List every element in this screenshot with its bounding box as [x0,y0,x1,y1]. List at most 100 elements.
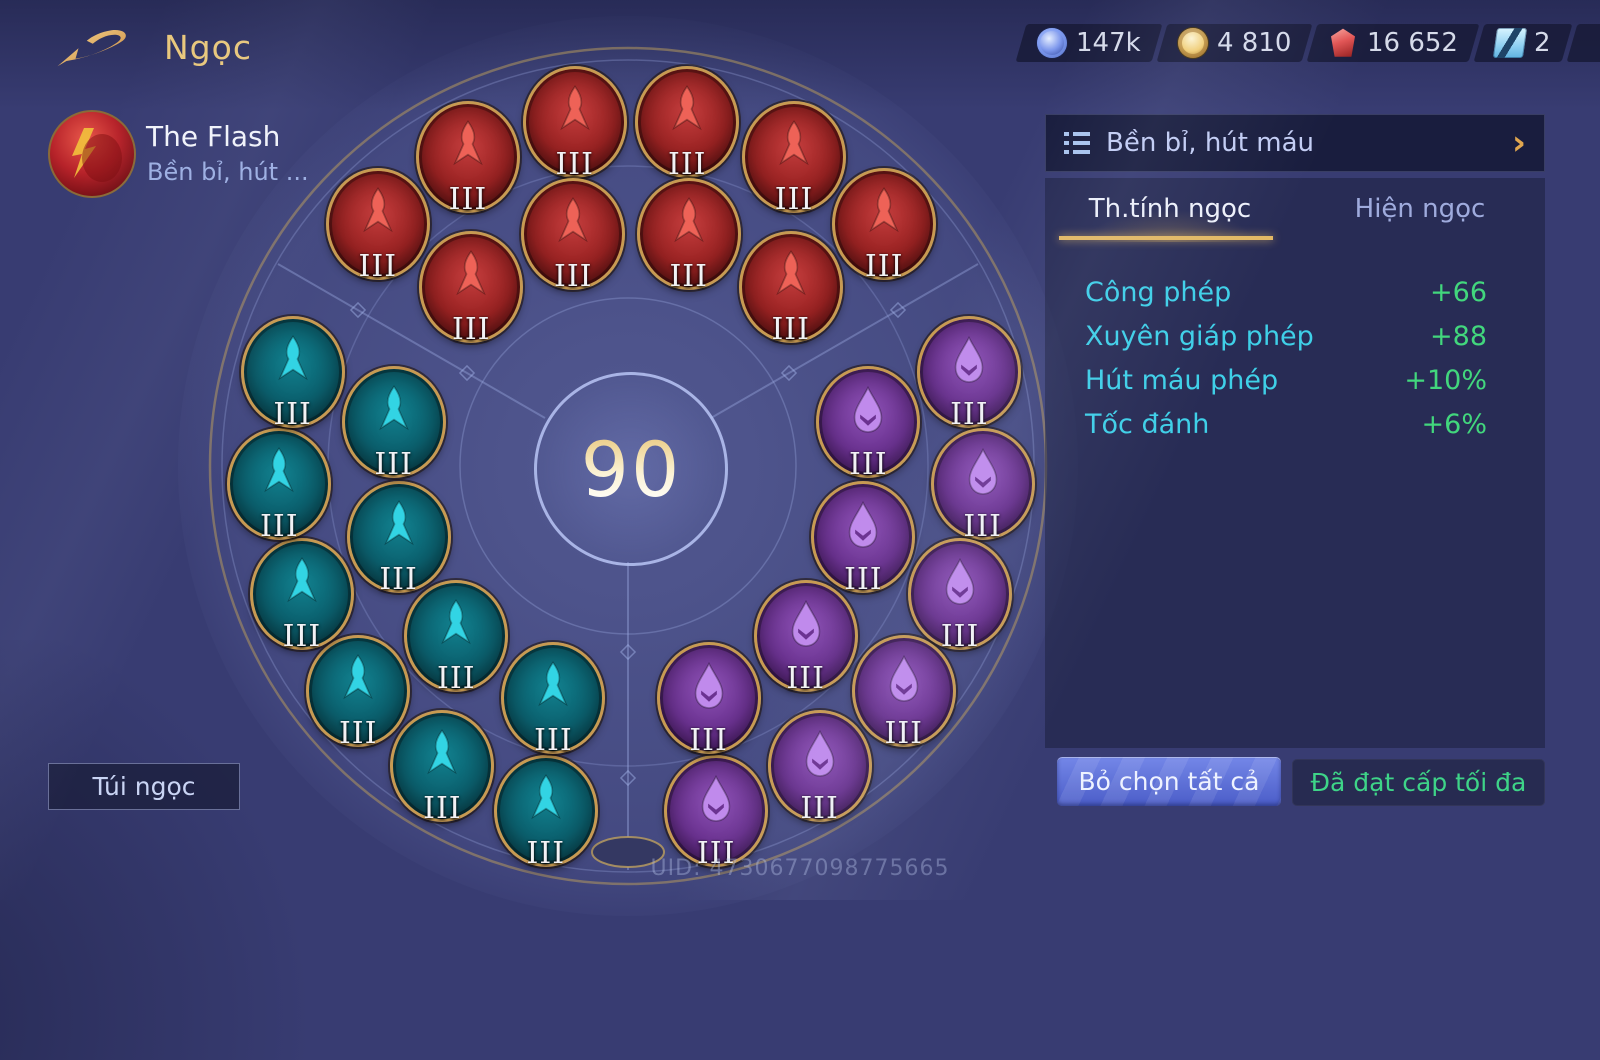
gem-red[interactable]: III [521,177,626,294]
rune-panel: Th.tính ngọc Hiện ngọc Công phép +66 Xuyên… [1045,178,1545,748]
drop-icon [849,500,878,548]
gem-red[interactable]: III [419,231,524,347]
deselect-all-button[interactable]: Bỏ chọn tất cả [1057,757,1281,806]
arrow-icon [559,84,590,130]
gem-teal[interactable]: III [404,580,509,696]
gold-coin-icon [1177,28,1208,58]
blue-orb-icon [1037,28,1067,58]
gem-teal[interactable]: III [341,365,446,482]
rune-page-name: Bền bỉ, hút máu [1106,128,1314,158]
arrow-icon [538,661,569,707]
drop-icon [791,600,820,648]
gem-teal[interactable]: III [227,427,332,544]
rune-page-selector[interactable]: Bền bỉ, hút máu › [1045,114,1545,172]
gem-red[interactable]: III [635,65,740,182]
gem-purple[interactable]: III [908,537,1013,654]
gem-level: III [771,312,810,348]
gem-purple[interactable]: III [811,480,916,597]
gem-red[interactable]: III [325,168,430,284]
player-name: The Flash [146,120,281,153]
gem-level: III [451,312,491,348]
gem-level: III [963,508,1002,544]
red-gem-icon [1328,28,1358,58]
arrow-icon [362,187,393,233]
gem-level: III [774,182,814,218]
gem-level: III [553,258,593,294]
gem-red[interactable]: III [636,177,741,294]
page-title: Ngọc [164,28,252,67]
gem-red[interactable]: III [742,101,847,217]
rune-bag-button[interactable]: Túi ngọc [48,763,240,810]
drop-icon [701,774,731,822]
currency-blue-orb[interactable]: 147k [1015,24,1163,62]
gem-teal[interactable]: III [249,537,354,654]
uid-text: UID: 4730677098775665 [650,856,950,881]
player-build-name: Bền bỉ, hút ... [147,158,309,186]
arrow-icon [383,499,414,545]
gem-teal[interactable]: III [493,754,598,871]
tab-rune-stats[interactable]: Th.tính ngọc [1045,178,1295,242]
gem-layer: III III III III III III III III III III [227,65,1035,871]
gem-level: III [534,723,573,759]
arrow-icon [441,599,472,645]
stat-value: +88 [1430,320,1487,352]
chevron-right-icon: › [1511,123,1526,163]
currency-value: 16 652 [1367,28,1459,58]
gem-purple[interactable]: III [930,427,1035,544]
gem-purple[interactable]: III [767,710,872,826]
gem-red[interactable]: III [738,231,843,347]
currency-value: 147k [1076,28,1141,58]
stats-list: Công phép +66 Xuyên giáp phép +88 Hút máu ph… [1045,242,1545,446]
gem-level: III [379,561,418,597]
arrow-icon [869,187,899,233]
add-currency-button[interactable]: + [1566,20,1600,66]
panel-tabs: Th.tính ngọc Hiện ngọc [1045,178,1545,242]
currency-ticket[interactable]: 2 [1473,24,1573,62]
stat-row: Hút máu phép +10% [1045,358,1545,402]
arrow-icon [775,250,806,296]
gem-purple[interactable]: III [664,754,769,871]
gem-level: III [800,791,839,827]
currency-gold-coin[interactable]: 4 810 [1156,24,1313,62]
gem-purple[interactable]: III [816,365,921,482]
gem-teal[interactable]: III [346,480,451,597]
arrow-icon [558,197,589,243]
gem-purple[interactable]: III [753,580,858,696]
gem-teal[interactable]: III [390,710,495,826]
gem-level: III [260,508,299,544]
gem-teal[interactable]: III [501,642,606,758]
arrow-icon [277,335,308,381]
currency-red-gem[interactable]: 16 652 [1306,24,1480,62]
gem-level: III [844,561,883,597]
gem-red[interactable]: III [832,168,937,284]
gem-level: III [696,835,736,871]
gem-level: III [374,446,413,482]
gem-level: III [864,249,904,285]
stat-label: Công phép [1085,276,1232,308]
drop-icon [694,662,723,710]
arrow-icon [453,120,483,166]
gem-teal[interactable]: III [306,635,411,751]
gem-level: III [950,396,989,432]
gem-level: III [273,396,312,432]
gem-level: III [884,716,924,752]
arrow-icon [456,250,487,296]
gem-level: III [437,661,476,697]
gem-level: III [526,835,566,871]
currency-bar: 147k 4 810 16 652 2 + [1015,20,1600,66]
stat-row: Công phép +66 [1045,270,1545,314]
gem-purple[interactable]: III [851,635,956,751]
max-level-button[interactable]: Đã đạt cấp tối đa [1292,759,1545,806]
tab-current-runes[interactable]: Hiện ngọc [1354,194,1486,224]
arrow-icon [673,197,704,243]
arrow-icon [779,120,809,166]
gem-purple[interactable]: III [917,315,1022,432]
gem-level: III [940,618,980,654]
arrow-icon [264,446,295,493]
back-swoosh-icon [57,30,126,67]
gem-purple[interactable]: III [656,642,761,758]
gem-red[interactable]: III [415,101,520,217]
back-button[interactable] [50,22,140,76]
gem-red[interactable]: III [522,65,627,182]
gem-teal[interactable]: III [240,315,345,432]
